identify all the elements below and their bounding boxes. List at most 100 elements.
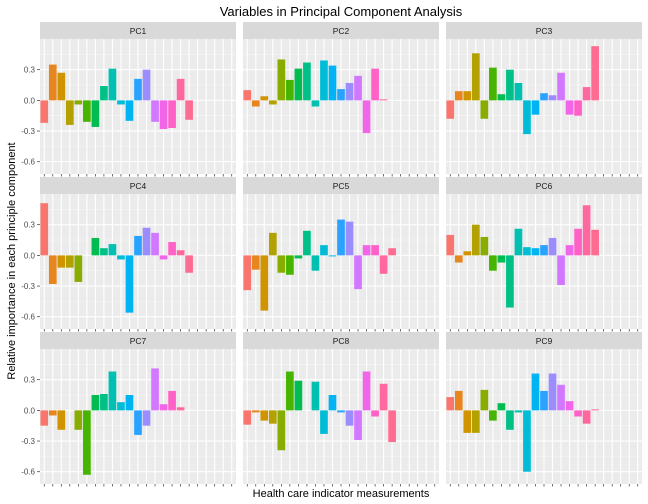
bar (40, 410, 49, 426)
bar (91, 100, 100, 127)
bar (531, 373, 540, 411)
strip-pc9 (446, 332, 642, 349)
bar (176, 407, 185, 411)
bar (268, 100, 277, 105)
bar (311, 100, 320, 107)
bar (176, 78, 185, 101)
bar (294, 380, 303, 411)
bar (463, 251, 472, 256)
y-tick-label: -0.6 (21, 158, 35, 167)
bar (125, 255, 134, 313)
panel-pc2: PC2 (243, 22, 439, 177)
bar (185, 100, 193, 120)
chart-title: Variables in Principal Component Analysi… (220, 4, 463, 19)
bar (489, 410, 497, 421)
bar (540, 245, 548, 256)
bar (548, 373, 557, 411)
x-axis-title: Health care indicator measurements (253, 488, 430, 500)
bar (65, 255, 74, 268)
bar (134, 235, 142, 256)
bar (142, 227, 151, 256)
bar (320, 245, 328, 256)
bar (251, 255, 260, 270)
bar (531, 248, 540, 256)
bar (591, 46, 599, 101)
bar (268, 410, 277, 424)
panel-pc4: PC4 -0.6 -0.3 0.0 0.3 (21, 177, 236, 332)
y-tick-label: 0.0 (24, 96, 36, 105)
bar (159, 255, 168, 260)
bar (480, 100, 489, 119)
bar (328, 65, 337, 101)
bar (446, 397, 455, 411)
bar (185, 255, 193, 273)
bar (388, 410, 396, 443)
bar (582, 410, 591, 424)
bar (48, 410, 57, 416)
bar (48, 255, 57, 284)
facet-panels: PC1 -0.6 -0.3 0.0 0.3 PC2 PC3 PC4 -0.6 -0.3 0.0 0.3… (21, 22, 642, 487)
bar (497, 94, 506, 101)
strip-label: PC7 (130, 336, 147, 346)
bar (311, 381, 320, 411)
bar (463, 91, 472, 101)
bar (574, 228, 582, 256)
bar (100, 248, 108, 256)
bar (91, 395, 100, 411)
bar (548, 237, 557, 256)
bar (151, 232, 159, 256)
y-tick-label: 0.3 (24, 221, 36, 230)
bar (574, 410, 582, 417)
bar (371, 68, 379, 101)
strip-pc5 (243, 177, 439, 194)
bar (497, 403, 506, 411)
bar (108, 244, 117, 256)
bar (286, 79, 294, 101)
bar (108, 68, 117, 101)
bar (74, 410, 83, 430)
bar (345, 82, 354, 101)
bar (243, 410, 252, 425)
panel-pc8: PC8 (243, 332, 439, 487)
y-tick-label: -0.3 (21, 127, 35, 136)
y-tick-label: -0.6 (21, 313, 35, 322)
y-tick-label: 0.0 (24, 251, 36, 260)
panel-pc5: PC5 (243, 177, 439, 332)
bar (260, 410, 269, 421)
bar (480, 389, 489, 411)
strip-pc8 (243, 332, 439, 349)
bar (379, 99, 388, 101)
bar (74, 100, 83, 105)
bar (531, 100, 540, 115)
bar (523, 410, 531, 472)
bar (57, 410, 66, 430)
bar (354, 255, 362, 290)
bar (83, 100, 91, 122)
strip-label: PC1 (130, 26, 147, 36)
panel-pc6: PC6 (446, 177, 642, 332)
bar (345, 410, 354, 426)
bar (379, 383, 388, 411)
y-tick-label: 0.3 (24, 376, 36, 385)
bar (100, 86, 108, 101)
strip-label: PC9 (536, 336, 553, 346)
bar (74, 255, 83, 282)
bar (294, 255, 303, 259)
bar (134, 410, 142, 435)
bar (277, 59, 286, 101)
bar (471, 410, 480, 433)
bar (523, 247, 531, 256)
bar (151, 100, 159, 122)
bar (142, 410, 151, 426)
bar (362, 371, 371, 411)
panel-pc3: PC3 (446, 22, 642, 177)
panel-pc9: PC9 (446, 332, 642, 487)
bar (506, 69, 514, 101)
bar (489, 255, 497, 271)
bar (117, 255, 125, 260)
bar (65, 100, 74, 125)
bar (471, 53, 480, 101)
bar (243, 255, 252, 291)
panel-pc1: PC1 -0.6 -0.3 0.0 0.3 (21, 22, 236, 177)
